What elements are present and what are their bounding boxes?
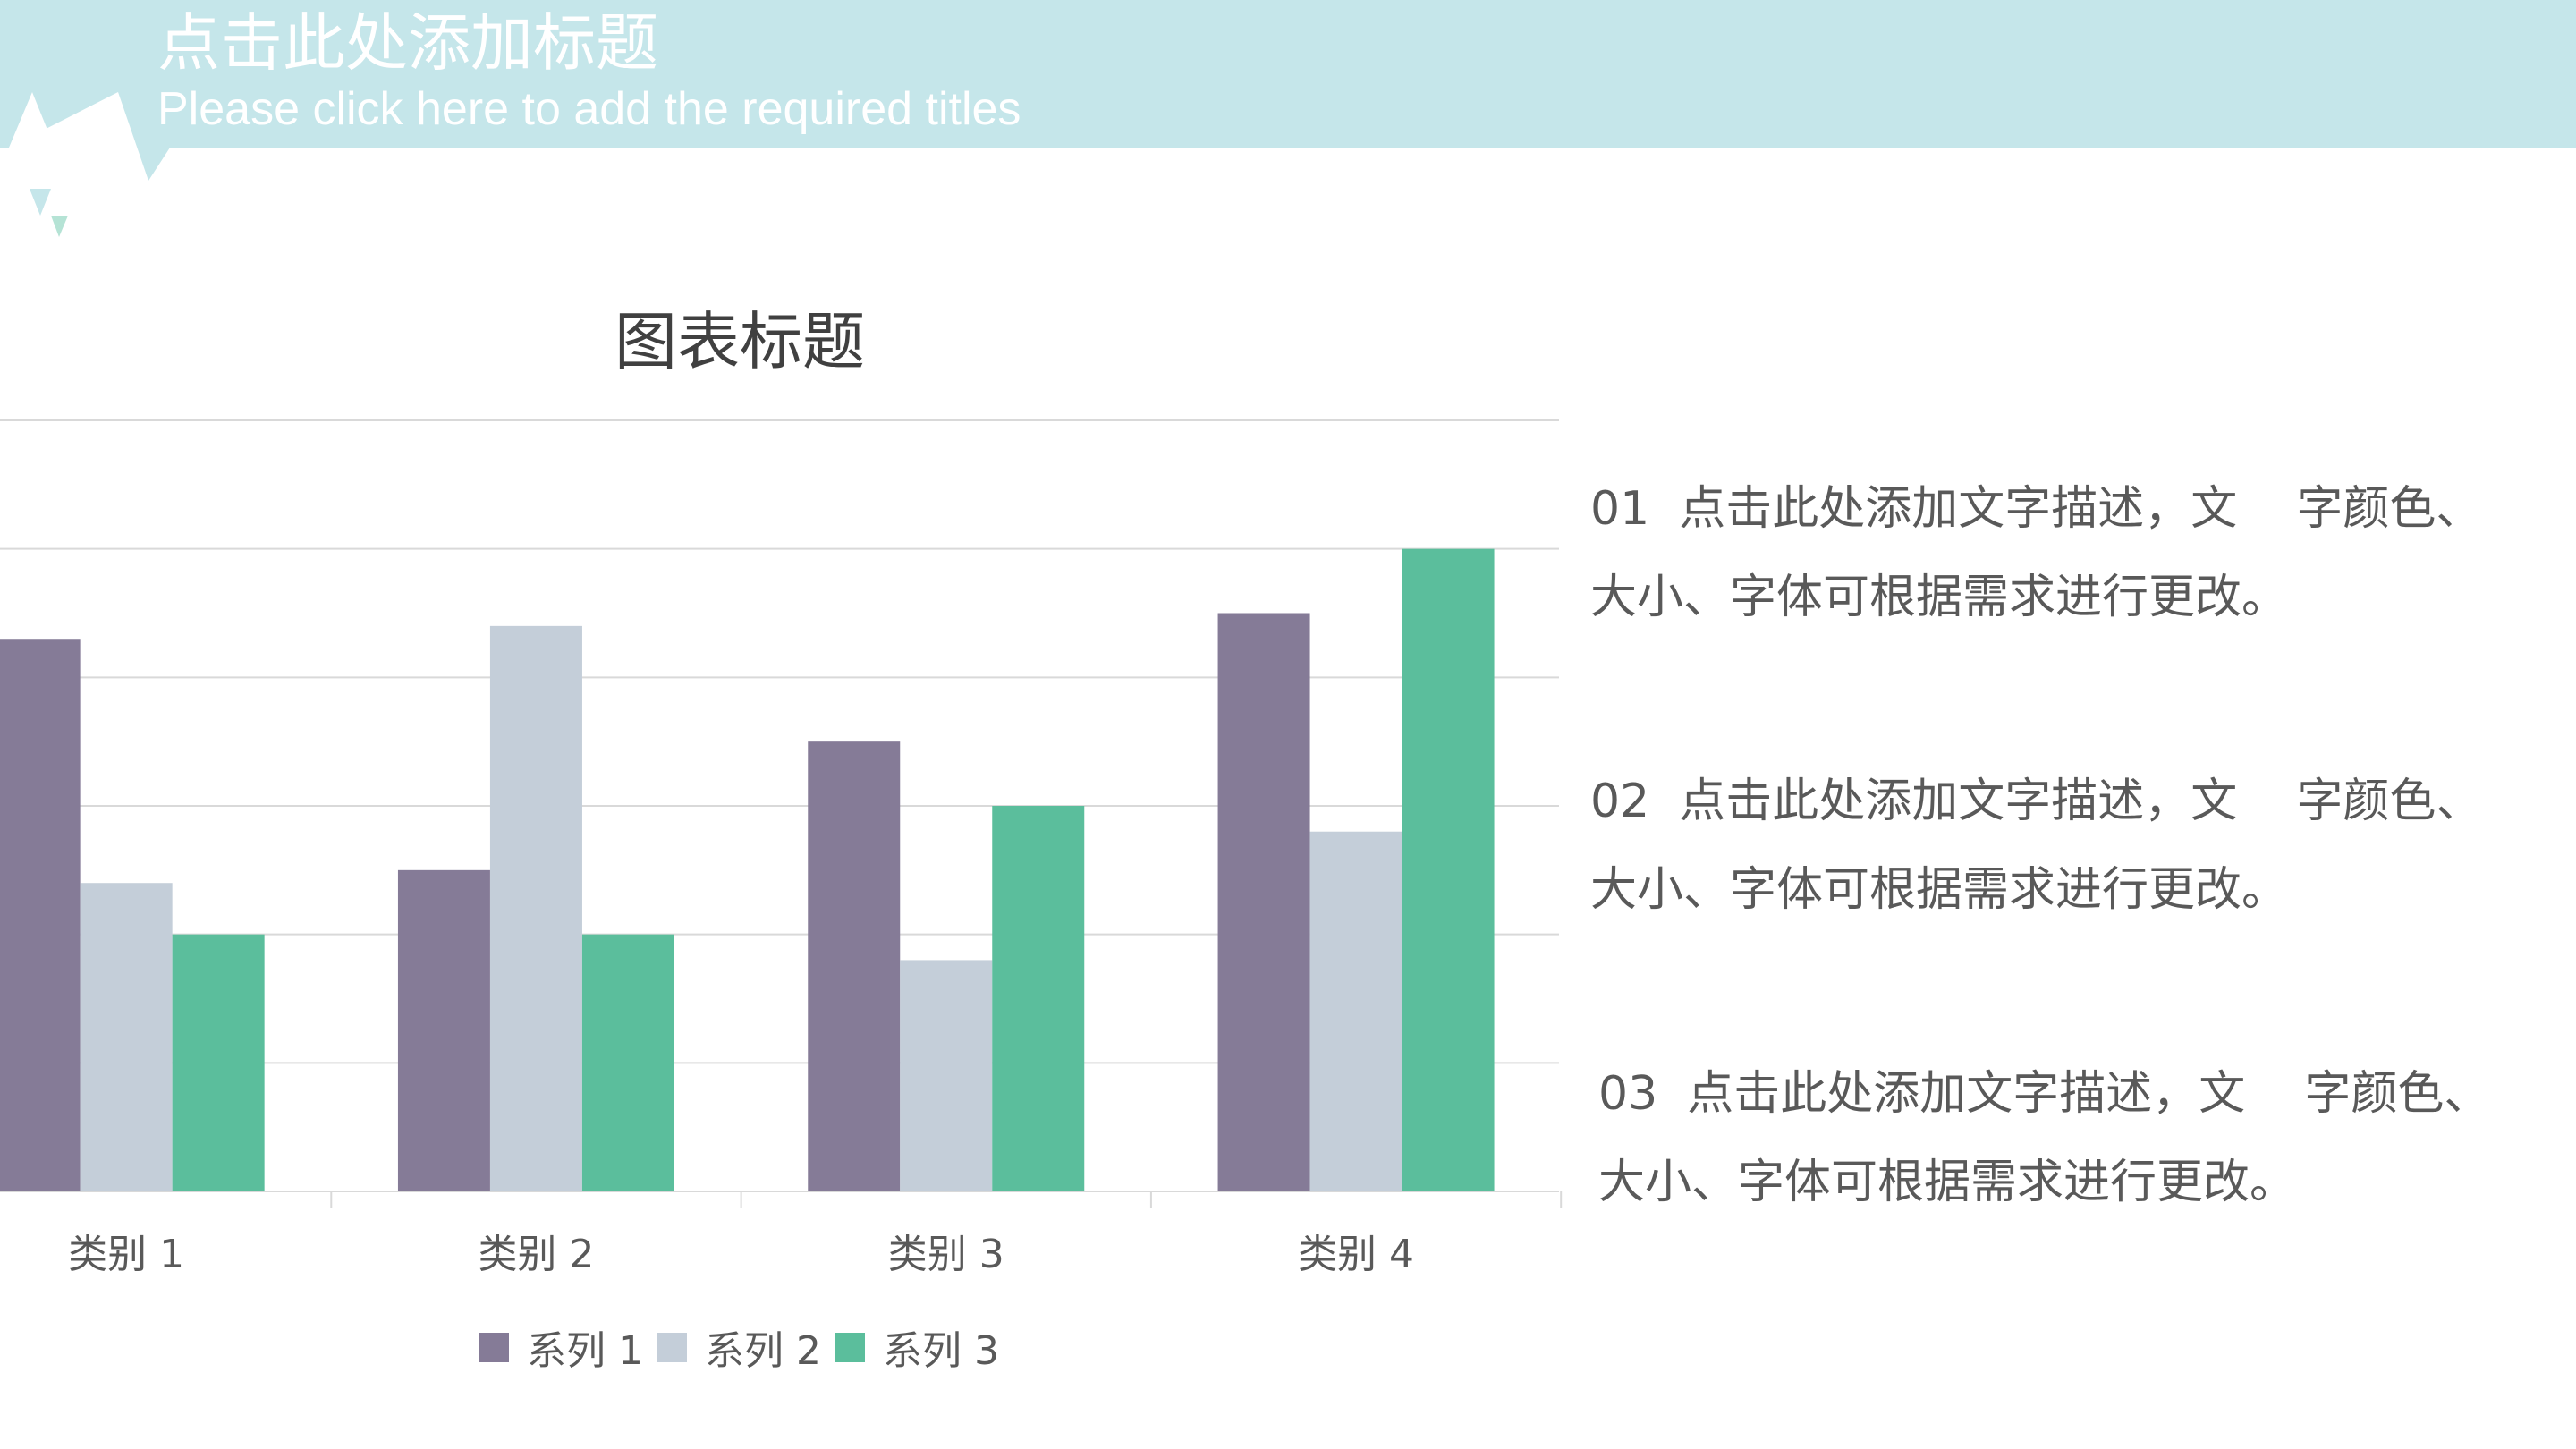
- bar-series-3-cat-1[interactable]: [172, 934, 265, 1191]
- x-tick-label: 类别 4: [1298, 1232, 1415, 1277]
- description-block-3[interactable]: 03 点击此处添加文字描述，文 字颜色、 大小、字体可根据需求进行更改。: [1598, 1050, 2490, 1227]
- bar-series-1-cat-3[interactable]: [808, 741, 901, 1191]
- bar-series-2-cat-1[interactable]: [80, 883, 173, 1191]
- small-triangle-blue: [30, 189, 51, 216]
- legend-label: 系列 1: [527, 1328, 643, 1374]
- bar-series-2-cat-4[interactable]: [1309, 831, 1402, 1191]
- bar-series-1-cat-4[interactable]: [1217, 613, 1310, 1192]
- x-tick-label: 类别 3: [887, 1232, 1004, 1277]
- description-block-1[interactable]: 01 点击此处添加文字描述，文 字颜色、 大小、字体可根据需求进行更改。: [1590, 465, 2482, 642]
- legend-item-series-2: 系列 2: [657, 1318, 821, 1376]
- legend-item-series-3: 系列 3: [835, 1318, 999, 1376]
- bar-series-1-cat-1[interactable]: [0, 639, 80, 1191]
- description-line: 03 点击此处添加文字描述，文 字颜色、: [1598, 1067, 2491, 1121]
- description-line: 大小、字体可根据需求进行更改。: [1598, 1156, 2297, 1209]
- bar-series-2-cat-3[interactable]: [900, 960, 993, 1191]
- bar-series-3-cat-4[interactable]: [1402, 548, 1495, 1191]
- description-line: 01 点击此处添加文字描述，文 字颜色、: [1590, 482, 2483, 536]
- bar-series-2-cat-2[interactable]: [489, 625, 582, 1191]
- description-line: 02 点击此处添加文字描述，文 字颜色、: [1590, 775, 2483, 828]
- slide-title[interactable]: 点击此处添加标题: [157, 6, 658, 80]
- bar-series-1-cat-2[interactable]: [397, 869, 490, 1191]
- legend-item-series-1: 系列 1: [479, 1318, 643, 1376]
- header-background: [0, 0, 2576, 181]
- x-tick-label: 类别 2: [478, 1232, 595, 1277]
- description-block-2[interactable]: 02 点击此处添加文字描述，文 字颜色、 大小、字体可根据需求进行更改。: [1590, 758, 2482, 935]
- legend-swatch: [657, 1332, 687, 1362]
- slide-subtitle[interactable]: Please click here to add the required ti…: [157, 83, 1021, 135]
- bar-series-3-cat-2[interactable]: [581, 934, 674, 1191]
- small-triangle-green: [51, 216, 68, 237]
- description-line: 大小、字体可根据需求进行更改。: [1590, 863, 2289, 917]
- header-notch: [9, 92, 80, 181]
- legend-label: 系列 2: [704, 1328, 821, 1374]
- chart-title[interactable]: 图表标题: [614, 305, 865, 378]
- description-line: 大小、字体可根据需求进行更改。: [1590, 571, 2289, 624]
- legend-swatch: [835, 1332, 865, 1362]
- bar-series-3-cat-3[interactable]: [992, 806, 1085, 1191]
- header-band: [0, 0, 2576, 237]
- legend-swatch: [479, 1332, 509, 1362]
- legend-label: 系列 3: [882, 1328, 999, 1374]
- chart-legend: 系列 1 系列 2 系列 3: [479, 1318, 1013, 1376]
- x-tick-label: 类别 1: [68, 1232, 185, 1277]
- bar-chart: [0, 419, 1563, 1208]
